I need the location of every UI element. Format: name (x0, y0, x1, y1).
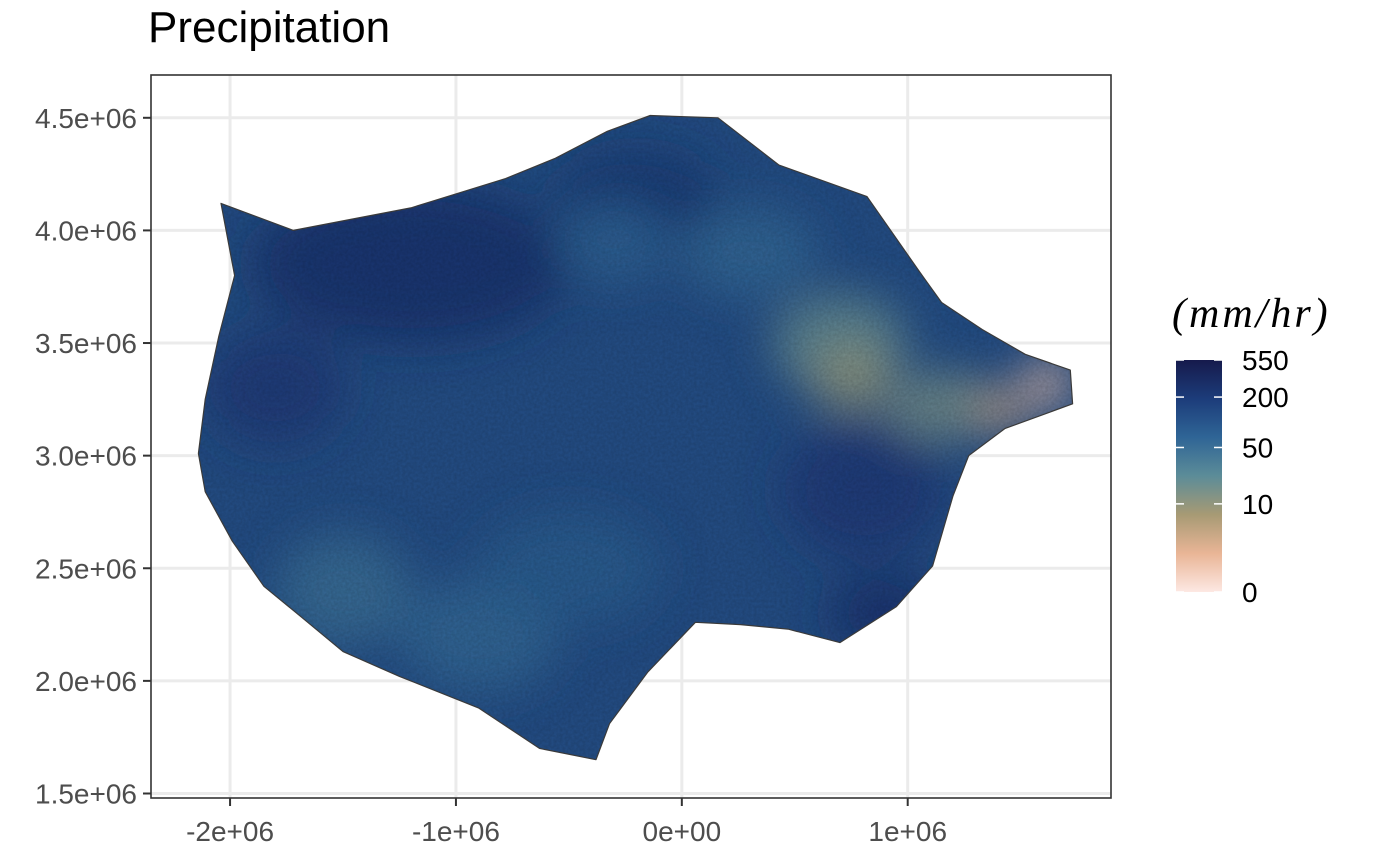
y-tick-label: 4.5e+06 (35, 103, 137, 134)
chart-title: Precipitation (148, 3, 390, 52)
legend-label: 550 (1242, 345, 1289, 376)
x-tick-label: 1e+06 (868, 816, 947, 847)
panel-border (150, 74, 1112, 799)
legend: (mm/hr) 550 200 50 10 0 (1172, 291, 1331, 608)
y-tick-label: 3.5e+06 (35, 328, 137, 359)
region-outline (197, 114, 1074, 761)
legend-title: (mm/hr) (1172, 291, 1331, 337)
legend-colorbar (1176, 360, 1222, 592)
y-axis: 1.5e+06 2.0e+06 2.5e+06 3.0e+06 3.5e+06 4.0e+… (35, 103, 151, 809)
x-tick-label: -2e+06 (186, 816, 274, 847)
x-axis: -2e+06 -1e+06 0e+00 1e+06 (186, 798, 947, 847)
y-tick-label: 1.5e+06 (35, 778, 137, 809)
legend-label: 10 (1242, 489, 1273, 520)
legend-breaks: 550 200 50 10 0 (1176, 345, 1289, 608)
plot-panel (150, 74, 1112, 799)
legend-label: 200 (1242, 382, 1289, 413)
y-tick-label: 3.0e+06 (35, 441, 137, 472)
y-tick-label: 2.0e+06 (35, 666, 137, 697)
x-tick-label: 0e+00 (643, 816, 722, 847)
x-tick-label: -1e+06 (412, 816, 500, 847)
y-tick-label: 2.5e+06 (35, 553, 137, 584)
legend-label: 50 (1242, 432, 1273, 463)
legend-label: 0 (1242, 577, 1258, 608)
y-tick-label: 4.0e+06 (35, 215, 137, 246)
